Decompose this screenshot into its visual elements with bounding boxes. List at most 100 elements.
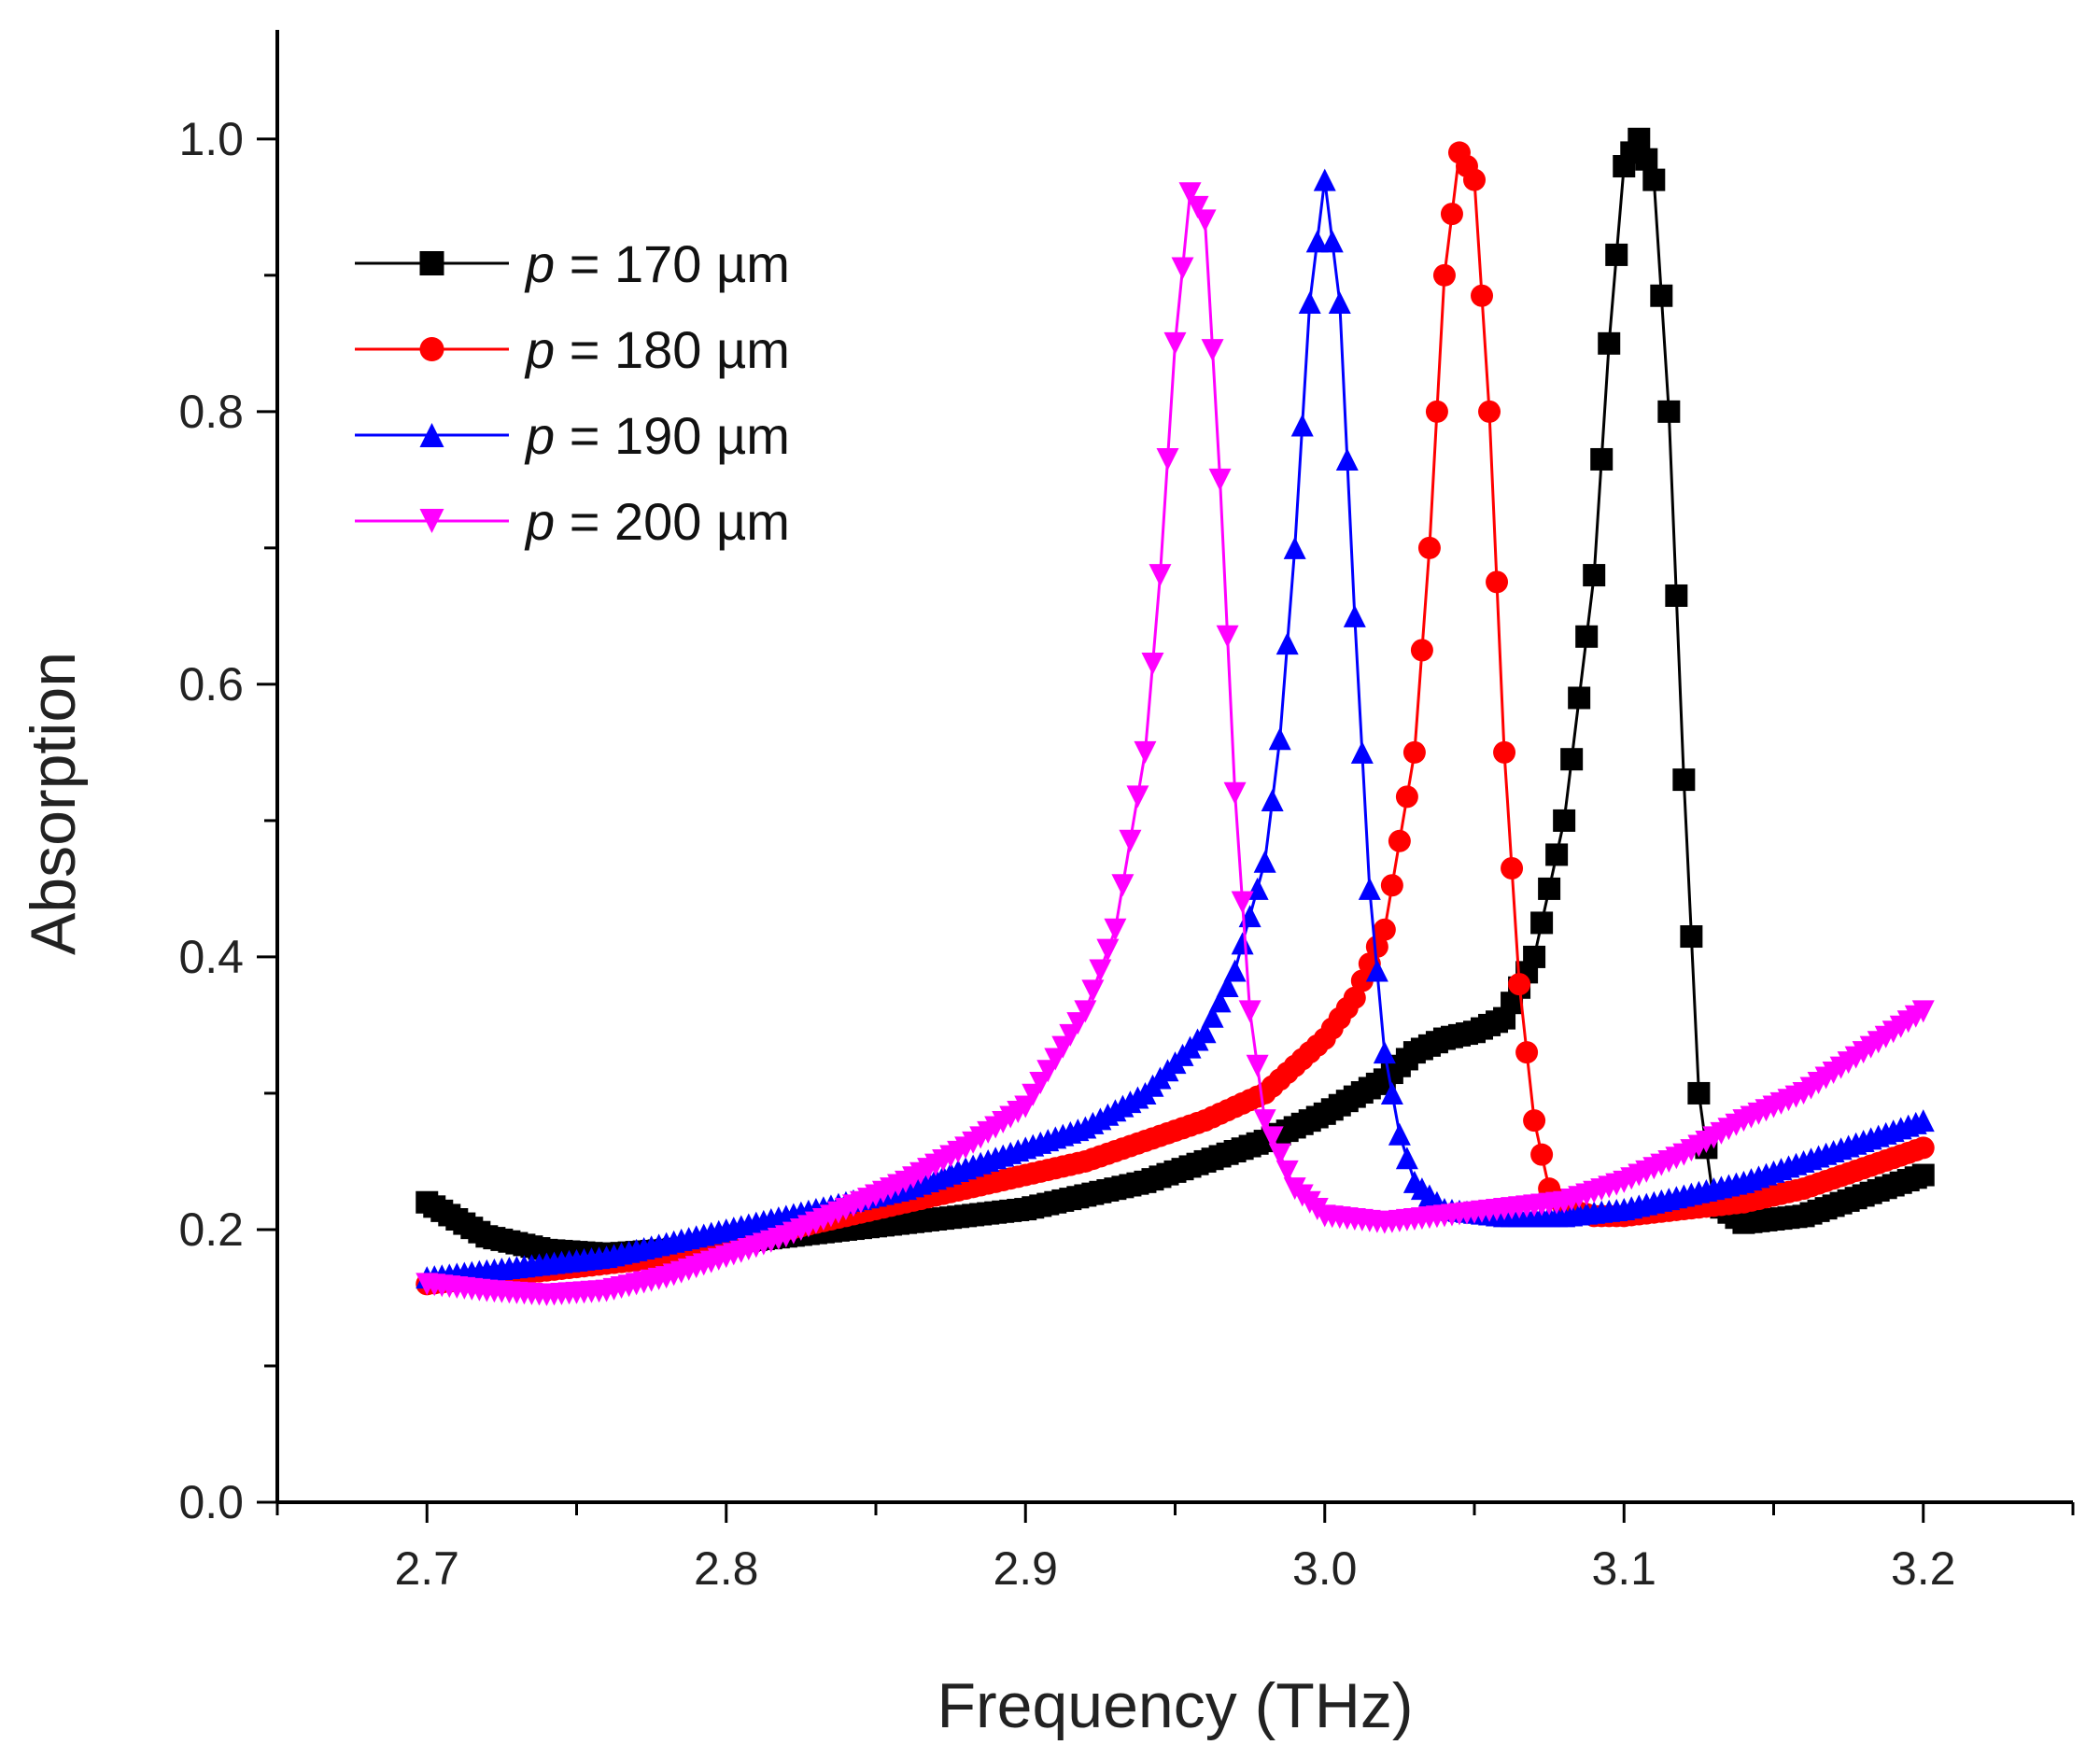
data-point: [1687, 1081, 1711, 1105]
legend-marker: [419, 337, 444, 361]
data-point: [1568, 686, 1591, 710]
data-point: [1395, 785, 1418, 809]
data-point: [1598, 331, 1621, 355]
x-tick-label: 2.8: [694, 1542, 759, 1595]
data-point: [1141, 652, 1164, 675]
data-point: [1096, 938, 1120, 962]
data-point: [1590, 447, 1614, 471]
data-point: [1261, 1126, 1284, 1149]
data-point: [1358, 877, 1381, 900]
data-point: [1178, 182, 1202, 205]
data-point: [1402, 740, 1426, 764]
data-point: [1298, 291, 1321, 315]
legend-marker: [419, 251, 444, 275]
data-point: [1163, 331, 1187, 355]
y-tick-label: 0.8: [178, 386, 244, 438]
data-point: [1493, 740, 1516, 764]
y-axis-title: Absorption: [18, 652, 89, 955]
data-point: [1208, 468, 1232, 491]
data-point: [1343, 986, 1366, 1009]
data-point: [1508, 973, 1531, 996]
data-point: [1313, 168, 1336, 191]
axes: 2.7 2.8 2.9 3.0 3.1 3.2 0.0 0.2 0.4 0.6 0.8 1.0: [178, 30, 2075, 1595]
data-point: [1223, 959, 1247, 982]
data-point: [1081, 979, 1105, 1003]
data-point: [1478, 400, 1501, 423]
data-point: [1628, 127, 1651, 150]
data-point: [1111, 874, 1135, 897]
data-point: [1350, 740, 1374, 764]
legend-marker: [419, 423, 444, 447]
data-point: [1911, 1000, 1935, 1023]
data-point: [1911, 1109, 1935, 1133]
plot-series: [416, 127, 1935, 1307]
data-point: [1425, 400, 1448, 423]
data-point: [1089, 959, 1112, 982]
legend-entry-3: p = 200 µm: [355, 492, 790, 551]
x-tick-label: 3.0: [1292, 1542, 1358, 1595]
data-point: [1657, 400, 1681, 423]
y-tick-label: 0.4: [178, 931, 244, 983]
series-3: [416, 182, 1935, 1307]
data-point: [1186, 195, 1209, 218]
data-point: [1672, 768, 1696, 792]
data-point: [1471, 284, 1494, 307]
data-point: [1650, 284, 1673, 307]
data-point: [1074, 1000, 1097, 1023]
y-tick-label: 0.2: [178, 1203, 244, 1256]
data-point: [1343, 604, 1366, 627]
legend-entry-0: p = 170 µm: [355, 234, 790, 293]
data-point: [1261, 789, 1284, 812]
data-point: [1380, 1081, 1403, 1105]
data-point: [1283, 536, 1306, 559]
data-point: [1290, 414, 1314, 437]
data-point: [1515, 1041, 1539, 1064]
data-point: [1208, 990, 1232, 1013]
data-point: [1231, 932, 1254, 955]
data-point: [1335, 447, 1359, 471]
data-point: [1328, 291, 1351, 315]
data-point: [1373, 1041, 1396, 1064]
data-point: [1395, 1147, 1418, 1170]
data-point: [1126, 785, 1149, 809]
data-point: [1388, 829, 1411, 852]
data-point: [1238, 1000, 1261, 1023]
data-point: [1119, 829, 1142, 852]
data-point: [1410, 639, 1433, 662]
legend-label: p = 190 µm: [524, 406, 790, 465]
data-point: [1486, 570, 1509, 594]
data-point: [1268, 727, 1291, 751]
data-point: [1231, 891, 1254, 914]
data-point: [1553, 809, 1576, 832]
data-point: [1680, 925, 1703, 949]
data-point: [1276, 632, 1299, 655]
data-point: [1365, 959, 1388, 982]
data-point: [1911, 1163, 1935, 1187]
data-point: [1134, 740, 1157, 764]
data-point: [1417, 536, 1441, 559]
data-point: [1223, 781, 1247, 805]
data-point: [1216, 974, 1239, 997]
data-point: [1545, 843, 1569, 866]
data-point: [1605, 243, 1628, 266]
y-tick-label: 0.0: [178, 1476, 244, 1528]
data-point: [1365, 935, 1388, 958]
data-point: [1104, 918, 1127, 941]
data-point: [1201, 339, 1224, 362]
data-point: [1276, 1160, 1299, 1183]
series-0: [416, 127, 1935, 1266]
data-point: [1432, 263, 1456, 287]
data-point: [1380, 874, 1403, 897]
legend-label: p = 200 µm: [524, 492, 790, 551]
data-point: [1305, 230, 1329, 253]
series-1: [416, 141, 1935, 1296]
data-point: [1253, 850, 1276, 873]
x-tick-label: 2.7: [394, 1542, 459, 1595]
data-point: [1583, 564, 1606, 587]
data-point: [1635, 148, 1658, 171]
x-tick-label: 2.9: [993, 1542, 1058, 1595]
data-point: [1440, 203, 1463, 226]
x-tick-label: 3.2: [1891, 1542, 1956, 1595]
legend-entry-1: p = 180 µm: [355, 320, 790, 379]
data-point: [1501, 857, 1524, 880]
